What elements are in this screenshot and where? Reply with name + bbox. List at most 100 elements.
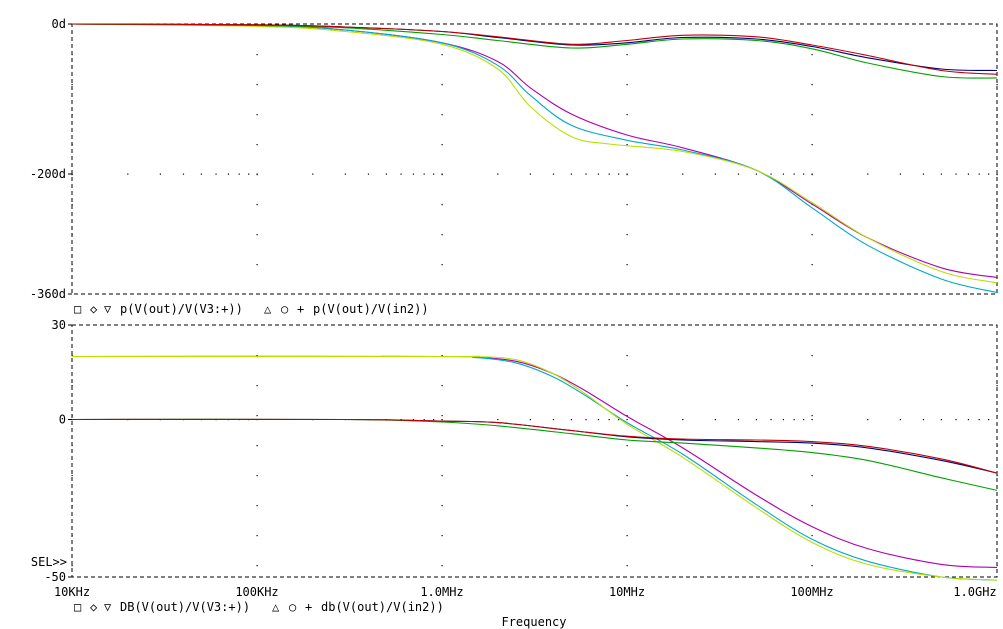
xtick-label: 1.0GHz <box>953 585 996 599</box>
grid-dot <box>256 264 258 266</box>
legend-symbol-navy-triangle[interactable]: △ <box>264 302 272 316</box>
legend-symbol-red-plus[interactable]: + <box>297 302 304 316</box>
grid-dot <box>988 419 990 421</box>
legend-symbol-navy-triangle[interactable]: △ <box>272 600 280 614</box>
grid-dot <box>811 535 813 537</box>
grid-dot <box>441 419 443 421</box>
grid-dot <box>412 419 415 421</box>
legend-trace-label[interactable]: p(V(out)/V(in2)) <box>313 302 429 316</box>
grid-dot <box>626 355 628 357</box>
grid-dot <box>626 565 628 567</box>
legend-symbol-yellow-triangle[interactable]: ▽ <box>104 302 112 316</box>
grid-dot <box>497 419 499 421</box>
grid-dot <box>996 385 998 387</box>
grid-dot <box>867 173 869 175</box>
grid-dot <box>433 419 435 421</box>
grid-dot <box>71 505 73 507</box>
legend-trace-label[interactable]: p(V(out)/V(V3:+)) <box>120 302 243 316</box>
grid-dot <box>423 173 425 175</box>
grid-dot <box>996 174 998 176</box>
grid-dot <box>127 173 129 175</box>
grid-dot <box>618 419 620 421</box>
grid-dot <box>441 84 443 86</box>
grid-dot <box>714 173 716 175</box>
legend-symbol-red-plus[interactable]: + <box>305 600 312 614</box>
sel-marker[interactable]: SEL>> <box>31 555 67 569</box>
grid-dot <box>996 505 998 507</box>
magnitude-trace-yellow <box>72 355 998 581</box>
grid-dot <box>238 173 240 175</box>
grid-dot <box>626 144 628 146</box>
grid-dot <box>996 415 998 417</box>
grid-dot <box>626 54 628 56</box>
grid-dot <box>71 114 73 116</box>
phase-trace-cyan <box>71 23 998 294</box>
grid-dot <box>256 415 258 417</box>
legend-trace-label[interactable]: db(V(out)/V(in2)) <box>321 600 444 614</box>
magnitude-plot-frame <box>71 324 998 578</box>
grid-dot <box>967 419 970 421</box>
legend-symbol-magenta-square[interactable]: □ <box>74 600 81 614</box>
grid-dot <box>626 264 628 266</box>
grid-dot <box>256 84 258 86</box>
grid-dot <box>256 234 258 236</box>
grid-dot <box>714 419 716 421</box>
xtick-label: 100MHz <box>790 585 833 599</box>
grid-dot <box>441 565 443 567</box>
grid-dot <box>71 445 73 447</box>
legend-symbol-green-circle[interactable]: ○ <box>289 600 296 614</box>
grid-dot <box>755 419 758 421</box>
grid-dot <box>552 173 555 175</box>
phase-trace-yellow <box>71 23 998 284</box>
grid-dot <box>996 114 998 116</box>
grid-dot <box>71 144 73 146</box>
grid-dot <box>608 419 610 421</box>
grid-dot <box>811 419 813 421</box>
grid-dot <box>441 475 443 477</box>
legend-symbol-green-circle[interactable]: ○ <box>281 302 288 316</box>
grid-dot <box>159 173 161 175</box>
grid-dot <box>441 144 443 146</box>
grid-dot <box>441 445 443 447</box>
legend-symbol-cyan-diamond[interactable]: ◇ <box>90 302 98 316</box>
grid-dot <box>682 419 684 421</box>
grid-dot <box>256 565 258 567</box>
legend-symbol-yellow-triangle[interactable]: ▽ <box>104 600 112 614</box>
grid-dot <box>899 419 901 421</box>
grid-dot <box>737 419 740 421</box>
grid-dot <box>529 419 531 421</box>
grid-dot <box>71 173 73 175</box>
grid-dot <box>400 173 402 175</box>
grid-dot <box>441 385 443 387</box>
x-axis-label: Frequency <box>501 615 566 629</box>
grid-dot <box>256 204 258 206</box>
grid-dot <box>755 173 758 175</box>
grid-dot <box>597 173 600 175</box>
grid-dot <box>71 204 73 206</box>
grid-dot <box>811 475 813 477</box>
legend-symbol-cyan-diamond[interactable]: ◇ <box>90 600 98 614</box>
grid-dot <box>811 84 813 86</box>
legend-trace-label[interactable]: DB(V(out)/V(V3:+)) <box>120 600 250 614</box>
grid-dot <box>626 84 628 86</box>
grid-dot <box>256 114 258 116</box>
grid-dot <box>441 173 443 175</box>
grid-dot <box>996 445 998 447</box>
grid-dot <box>922 173 925 175</box>
grid-dot <box>256 445 258 447</box>
grid-dot <box>71 234 73 236</box>
grid-dot <box>996 204 998 206</box>
grid-dot <box>497 173 499 175</box>
grid-dot <box>737 173 740 175</box>
phase-trace-navy <box>71 23 998 72</box>
phase-ytick-label: 0d <box>52 17 66 31</box>
grid-dot <box>71 355 73 357</box>
grid-dot <box>811 173 813 175</box>
grid-dot <box>570 173 573 175</box>
grid-dot <box>71 385 73 387</box>
legend-symbol-magenta-square[interactable]: □ <box>74 302 81 316</box>
grid-dot <box>256 355 258 357</box>
phase-ytick-label: -200d <box>30 167 66 181</box>
grid-dot <box>811 54 813 56</box>
grid-dot <box>626 419 628 421</box>
